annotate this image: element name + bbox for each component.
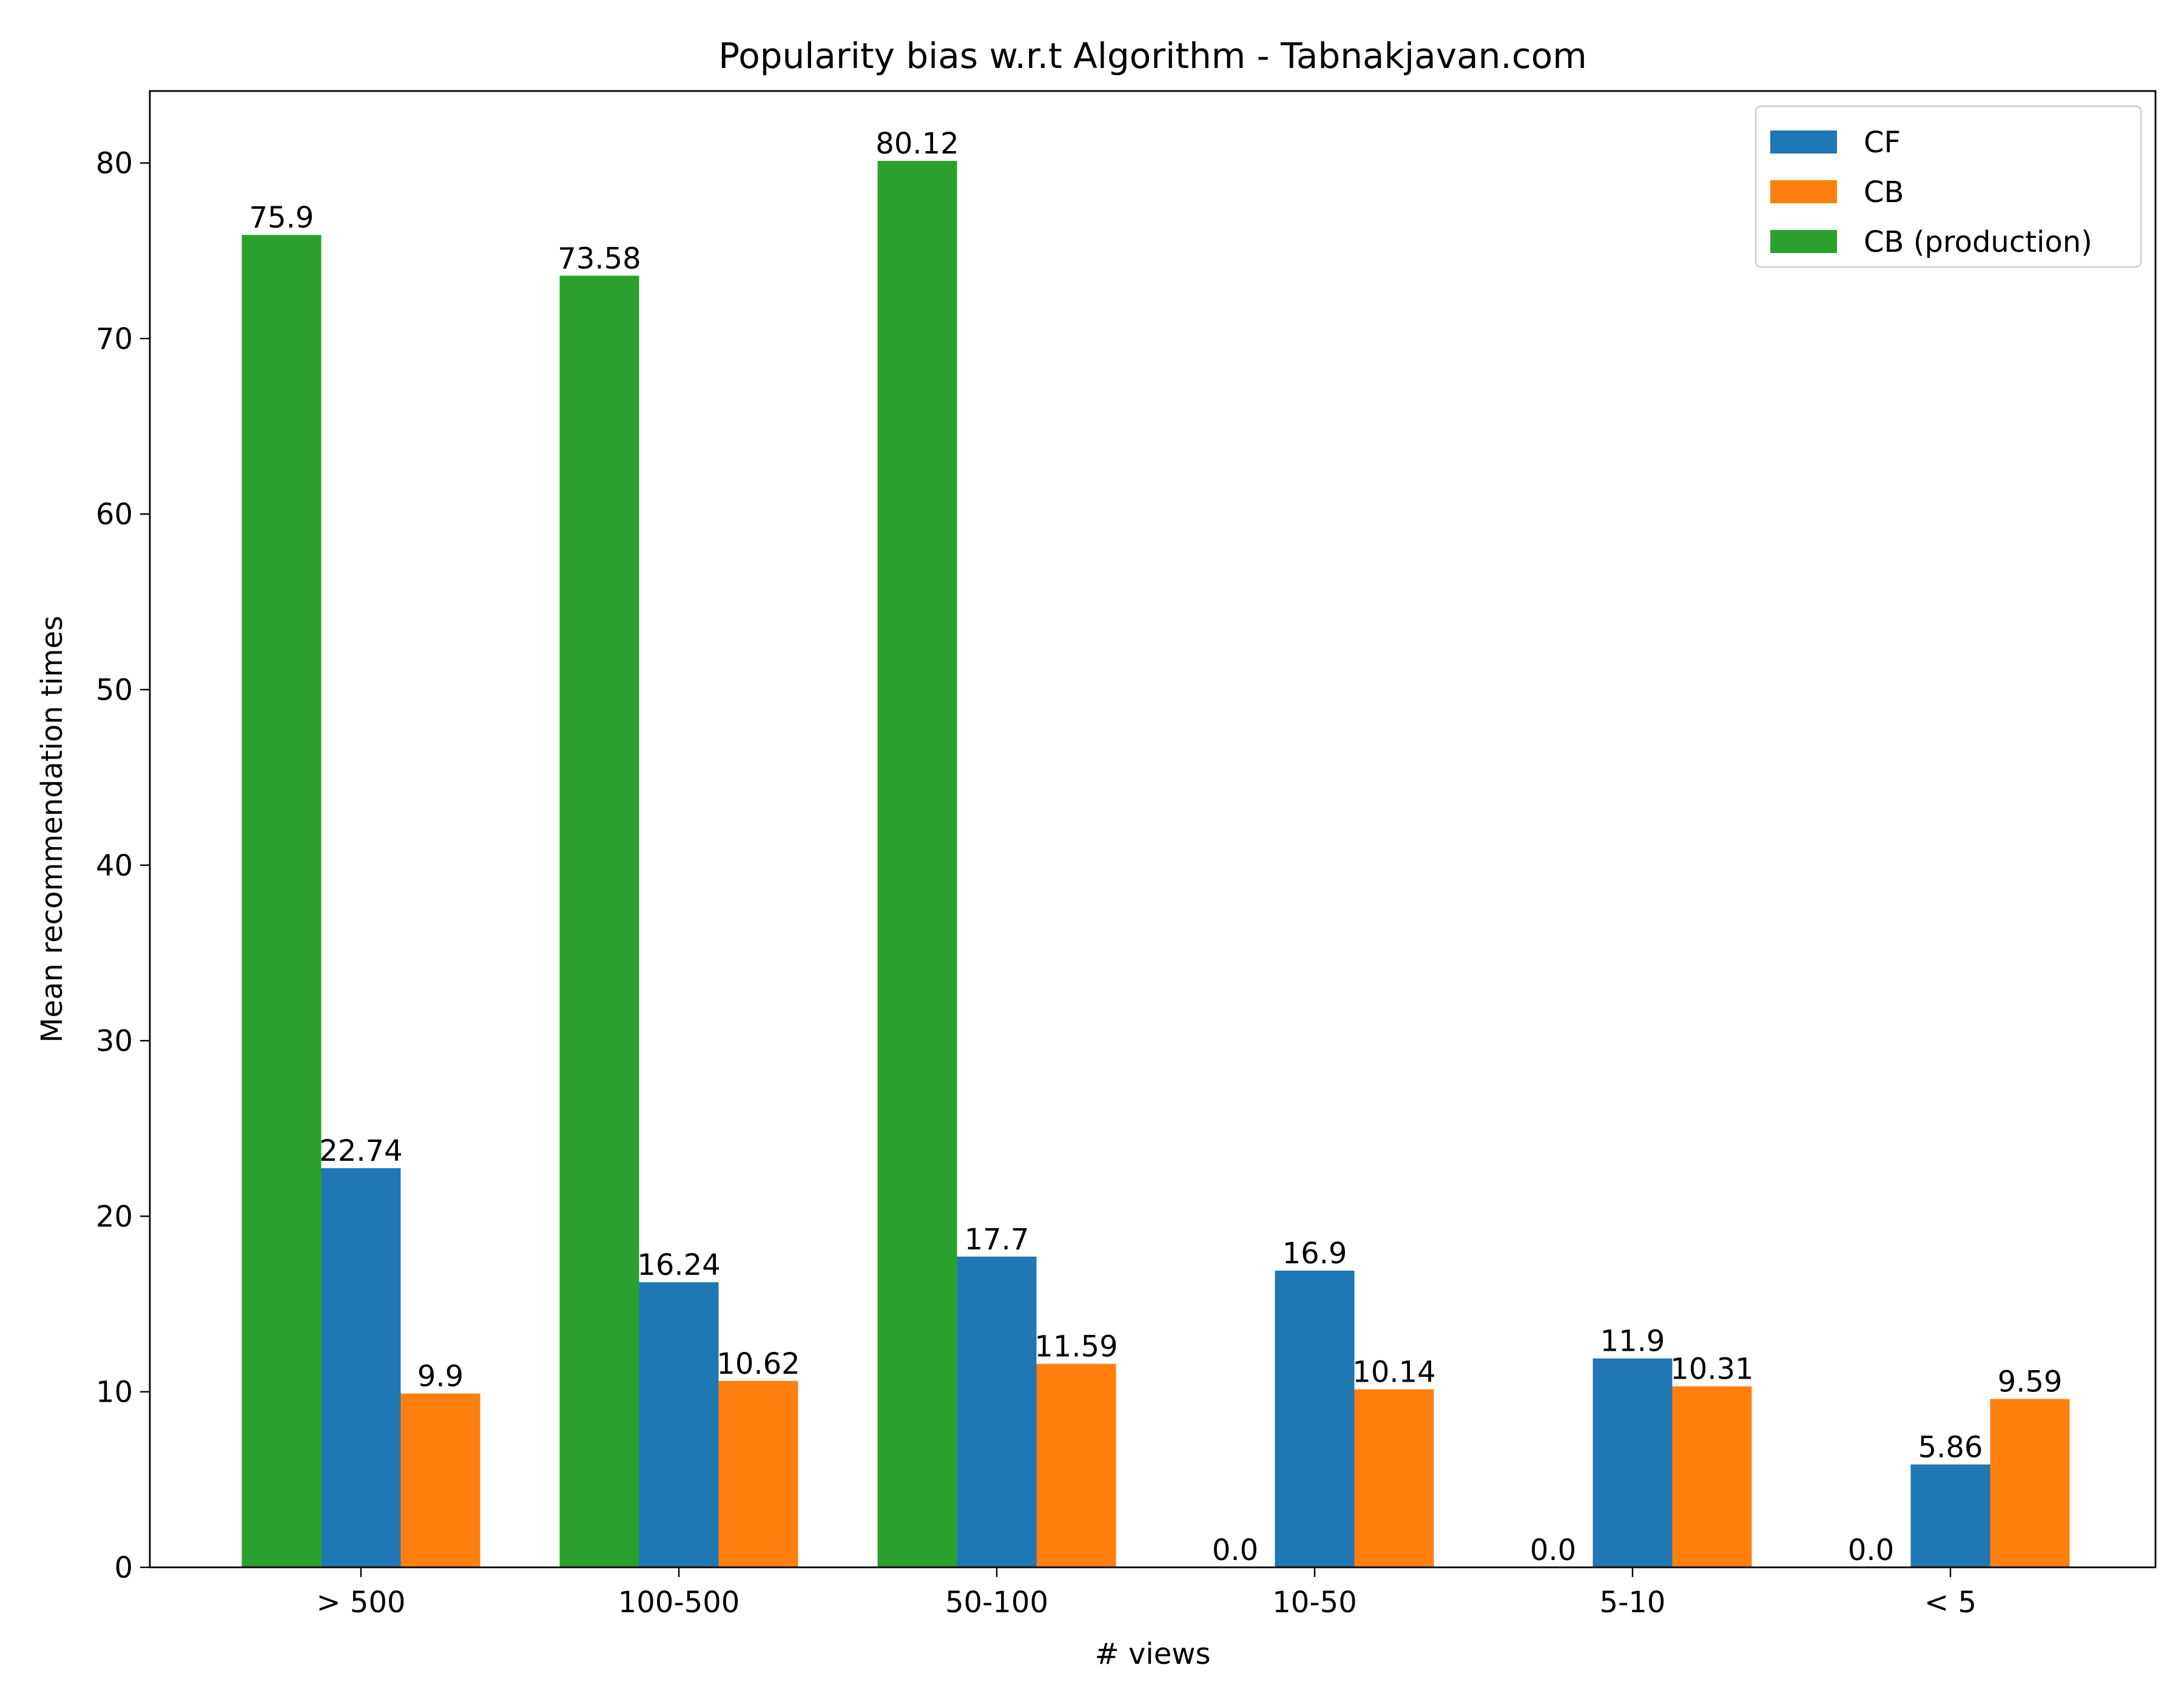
bar-cb-500 <box>400 1393 480 1567</box>
y-tick-label: 80 <box>96 147 133 181</box>
data-label-cb-production-10-50: 0.0 <box>1212 1533 1258 1567</box>
data-label-cf-10-50: 16.9 <box>1282 1237 1347 1271</box>
bar-cb-production-50-100 <box>877 161 957 1567</box>
y-axis-label: Mean recommendation times <box>35 615 69 1042</box>
bar-cf-5 <box>1910 1464 1990 1567</box>
x-tick-label: > 500 <box>316 1586 405 1620</box>
legend-label-cf: CF <box>1864 126 1901 160</box>
data-label-cf-5: 5.86 <box>1918 1430 1983 1464</box>
y-tick-label: 20 <box>96 1200 133 1234</box>
data-label-cf-100-500: 16.24 <box>637 1248 720 1282</box>
y-tick-label: 50 <box>96 674 133 708</box>
data-label-cb-production-500: 75.9 <box>249 201 314 235</box>
bar-cf-500 <box>321 1168 401 1567</box>
data-label-cb-50-100: 11.59 <box>1034 1330 1117 1364</box>
data-label-cb-production-100-500: 73.58 <box>558 242 641 275</box>
bar-cb-10-50 <box>1354 1389 1434 1567</box>
y-tick-label: 30 <box>96 1024 133 1058</box>
y-tick-label: 0 <box>114 1551 133 1585</box>
x-axis-ticks: > 500 100-500 50-100 10-50 5-10 < 5 <box>316 1567 1977 1620</box>
bar-cb-production-100-500 <box>559 275 639 1567</box>
x-tick-label: < 5 <box>1924 1586 1977 1620</box>
bar-cf-100-500 <box>639 1282 719 1567</box>
plot-frame <box>149 90 2157 1569</box>
y-axis-ticks: 0 10 20 30 40 50 60 70 80 <box>96 147 150 1585</box>
data-label-cf-50-100: 17.7 <box>965 1223 1030 1257</box>
data-label-cb-10-50: 10.14 <box>1352 1356 1435 1390</box>
x-tick-label: 10-50 <box>1272 1586 1357 1620</box>
bar-cb-5-10 <box>1672 1386 1752 1567</box>
bars-layer <box>241 161 2070 1568</box>
bar-cb-5 <box>1990 1399 2070 1567</box>
data-label-cf-5-10: 11.9 <box>1600 1325 1665 1359</box>
legend-swatch-cf <box>1770 130 1837 154</box>
x-tick-label: 100-500 <box>618 1586 740 1620</box>
bar-cf-5-10 <box>1592 1358 1673 1567</box>
data-label-cb-5: 9.59 <box>1998 1365 2063 1399</box>
y-tick-label: 40 <box>96 849 133 883</box>
legend-swatch-cb-production <box>1770 230 1837 253</box>
y-tick-label: 70 <box>96 322 133 356</box>
data-label-cb-production-5: 0.0 <box>1848 1533 1894 1567</box>
bar-cf-10-50 <box>1275 1271 1355 1567</box>
data-label-cb-production-5-10: 0.0 <box>1530 1533 1576 1567</box>
bar-labels-layer: 75.9 22.74 9.9 73.58 16.24 10.62 80.12 17.7 11.5… <box>249 127 2063 1567</box>
legend-label-cb: CB <box>1864 175 1904 209</box>
y-tick-label: 10 <box>96 1376 133 1410</box>
bar-cf-50-100 <box>957 1256 1037 1567</box>
legend-box <box>1754 105 2142 268</box>
x-axis-label: # views <box>1094 1637 1210 1671</box>
x-tick-label: 5-10 <box>1600 1586 1666 1620</box>
chart-title: Popularity bias w.r.t Algorithm - Tabnak… <box>718 35 1586 76</box>
data-label-cb-production-50-100: 80.12 <box>875 127 959 161</box>
data-label-cb-100-500: 10.62 <box>716 1347 800 1381</box>
data-label-cb-500: 9.9 <box>417 1360 463 1394</box>
legend-label-cb-production: CB (production) <box>1864 225 2092 259</box>
x-tick-label: 50-100 <box>945 1586 1048 1620</box>
bar-cb-production-500 <box>241 235 322 1568</box>
data-label-cf-500: 22.74 <box>319 1134 402 1168</box>
bar-cb-50-100 <box>1036 1363 1116 1567</box>
legend-swatch-cb <box>1770 180 1837 203</box>
bar-cb-100-500 <box>718 1380 798 1567</box>
legend: CF CB CB (production) <box>1754 105 2142 268</box>
y-tick-label: 60 <box>96 498 133 532</box>
data-label-cb-5-10: 10.31 <box>1670 1353 1753 1387</box>
